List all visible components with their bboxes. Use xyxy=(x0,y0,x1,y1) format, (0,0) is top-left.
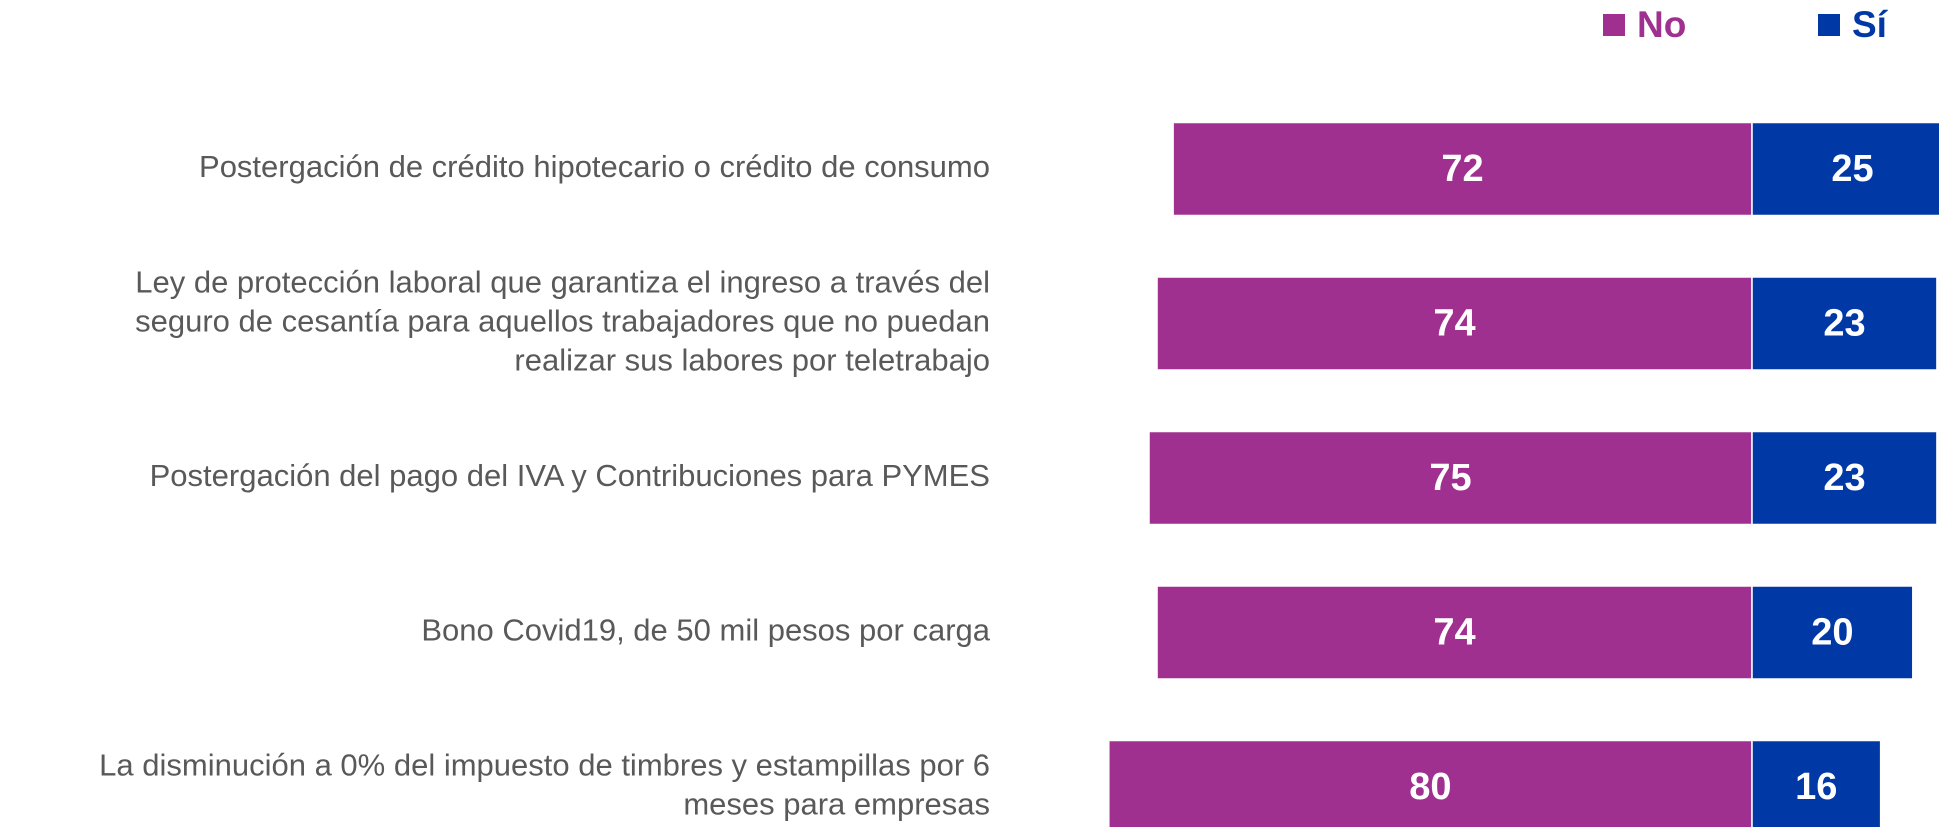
value-label: 75 xyxy=(1429,457,1471,499)
legend-label: Sí xyxy=(1852,4,1889,45)
value-label: 80 xyxy=(1409,766,1451,808)
legend-label: No xyxy=(1637,4,1686,45)
legend-swatch xyxy=(1818,14,1840,36)
bar xyxy=(1172,121,1753,217)
label-line: meses para empresas xyxy=(683,787,990,822)
value-label: 23 xyxy=(1823,457,1865,499)
category-label: Postergación del pago del IVA y Contribu… xyxy=(150,458,990,493)
category-label: Ley de protección laboral que garantiza … xyxy=(135,265,990,378)
bar xyxy=(1156,276,1753,371)
category-label: La disminución a 0% del impuesto de timb… xyxy=(99,748,990,822)
value-label: 74 xyxy=(1433,612,1475,654)
value-label: 20 xyxy=(1811,612,1853,654)
value-label: 16 xyxy=(1795,766,1837,808)
label-line: Postergación de crédito hipotecario o cr… xyxy=(199,149,990,184)
label-line: Bono Covid19, de 50 mil pesos por carga xyxy=(421,613,990,648)
label-line: seguro de cesantía para aquellos trabaja… xyxy=(135,304,990,339)
bar xyxy=(1751,585,1914,680)
bar xyxy=(1148,430,1753,526)
category-label: Postergación de crédito hipotecario o cr… xyxy=(199,149,990,184)
label-line: realizar sus labores por teletrabajo xyxy=(514,343,990,378)
bar xyxy=(1156,585,1753,680)
bar xyxy=(1751,276,1938,371)
value-label: 23 xyxy=(1823,303,1865,345)
label-line: La disminución a 0% del impuesto de timb… xyxy=(99,748,990,783)
label-line: Ley de protección laboral que garantiza … xyxy=(135,265,990,300)
bar xyxy=(1751,739,1882,827)
label-line: Postergación del pago del IVA y Contribu… xyxy=(150,458,990,493)
category-label: Bono Covid19, de 50 mil pesos por carga xyxy=(421,613,990,648)
legend-swatch xyxy=(1603,14,1625,36)
value-label: 74 xyxy=(1433,303,1475,345)
value-label: 25 xyxy=(1831,148,1873,190)
bar xyxy=(1751,430,1938,526)
bar xyxy=(1751,121,1939,217)
value-label: 72 xyxy=(1441,148,1483,190)
